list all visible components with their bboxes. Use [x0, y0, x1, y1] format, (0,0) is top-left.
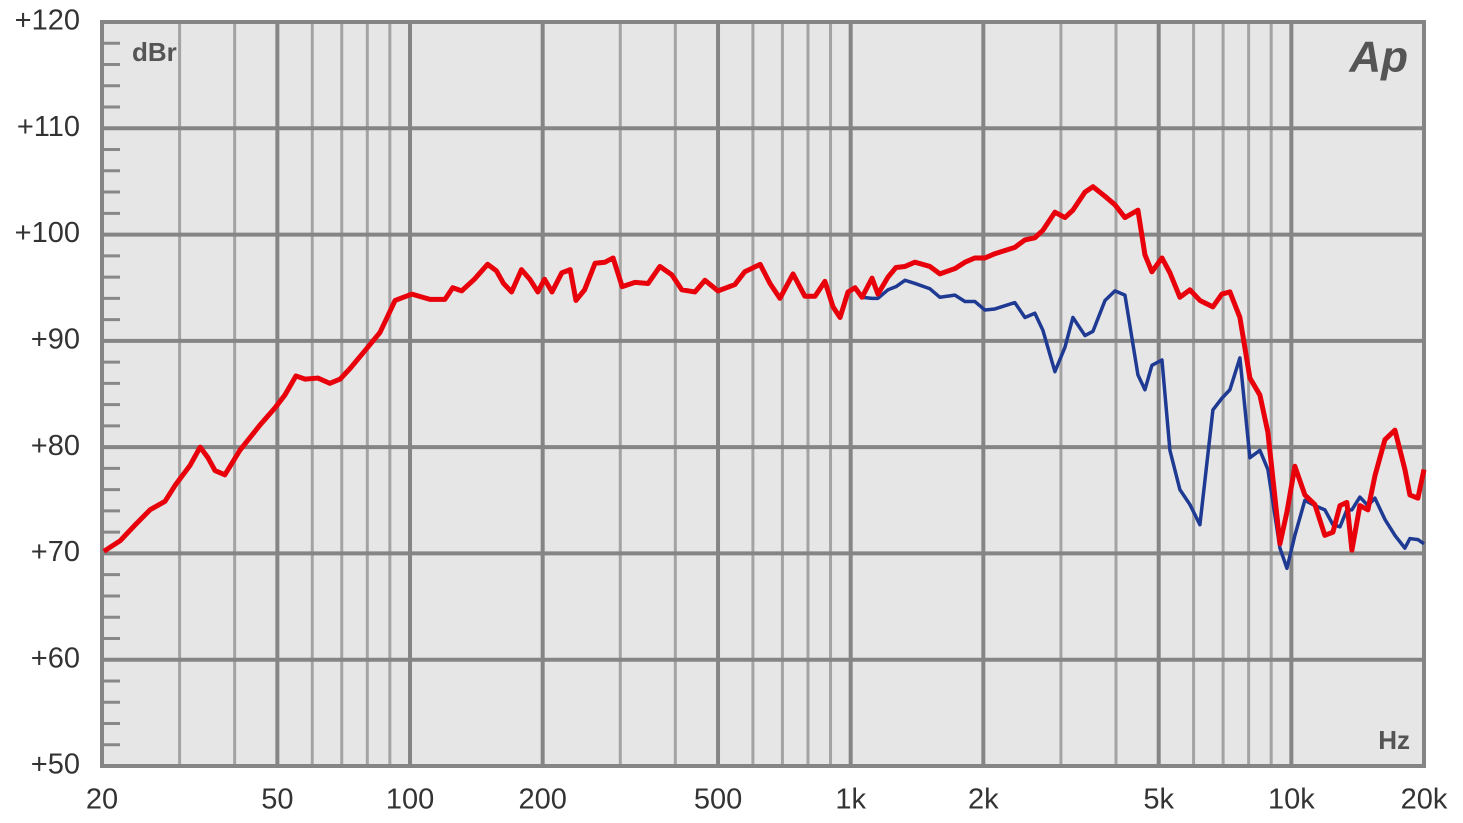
x-tick-label: 100 [386, 784, 434, 816]
y-tick-label: +60 [31, 642, 80, 674]
y-tick-label: +80 [31, 430, 80, 462]
plot-border [100, 20, 1426, 768]
x-tick-label: 200 [518, 784, 566, 816]
x-tick-label: 5k [1143, 784, 1174, 816]
y-tick-label: +50 [31, 749, 80, 781]
y-unit-label: dBr [132, 37, 177, 67]
y-tick-label: +110 [17, 111, 80, 143]
y-tick-label: +100 [15, 217, 80, 249]
x-tick-label: 50 [261, 784, 293, 816]
x-unit-label: Hz [1378, 725, 1410, 755]
x-tick-label: 2k [968, 784, 999, 816]
y-tick-label: +120 [15, 5, 80, 37]
lines [102, 184, 1427, 571]
x-tick-label: 1k [835, 784, 866, 816]
x-tick-label: 20 [86, 784, 118, 816]
series-line [102, 184, 1427, 554]
x-tick-label: 500 [694, 784, 742, 816]
grid [100, 20, 1426, 768]
y-tick-label: +90 [31, 324, 80, 356]
y-tick-label: +70 [31, 536, 80, 568]
logo: Ap [1348, 33, 1408, 82]
plot-area [102, 22, 1424, 766]
x-tick-label: 10k [1268, 784, 1315, 816]
x-tick-label: 20k [1401, 784, 1448, 816]
